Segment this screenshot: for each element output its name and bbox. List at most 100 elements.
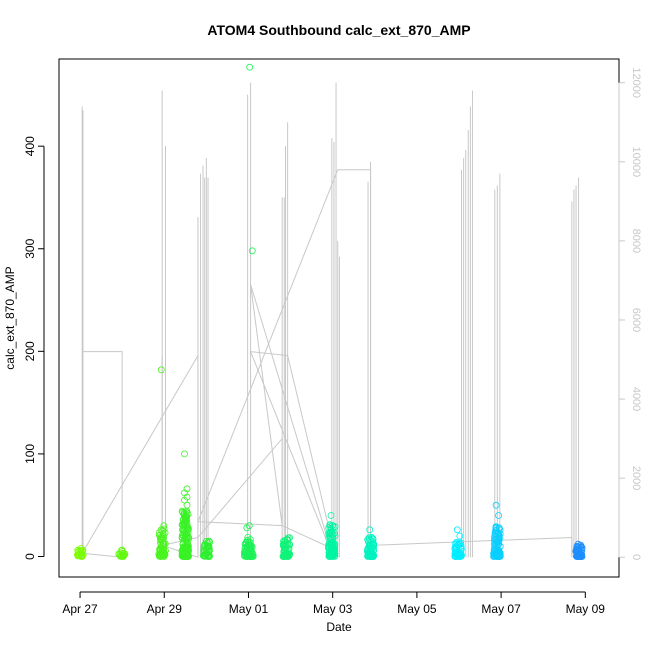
data-point	[369, 552, 377, 560]
x-tick-label: May 05	[397, 602, 437, 616]
data-point	[243, 553, 251, 560]
data-point	[329, 553, 337, 560]
data-point	[283, 536, 291, 544]
data-point	[492, 523, 500, 531]
data-point	[491, 534, 499, 542]
data-point	[184, 551, 192, 559]
data-point	[160, 525, 168, 533]
data-point	[369, 550, 377, 558]
axes: Apr 27 Apr 29 May 01 May 03 May 05 May 07 May …	[23, 67, 642, 615]
data-point-outlier	[456, 532, 464, 540]
data-point	[369, 541, 377, 549]
data-point	[491, 530, 499, 537]
data-point	[249, 550, 257, 558]
y2-tick-label: 12000	[630, 67, 642, 98]
data-point	[326, 533, 334, 540]
data-point-outlier	[492, 501, 500, 509]
data-point	[286, 534, 293, 542]
data-point	[200, 551, 208, 559]
y2-tick-label: 2000	[630, 466, 642, 490]
data-point	[120, 550, 128, 557]
data-point	[184, 553, 192, 560]
x-axis-label: Date	[326, 620, 352, 634]
data-point	[368, 552, 376, 559]
data-point-outlier	[248, 247, 256, 255]
data-point	[325, 524, 333, 532]
data-point	[77, 553, 85, 560]
x-tick-label: May 03	[313, 602, 353, 616]
y-tick-label: 200	[23, 341, 37, 361]
x-tick-label: May 01	[229, 602, 269, 616]
data-point	[180, 525, 188, 533]
data-point-outlier	[157, 366, 165, 374]
data-point-outlier	[327, 512, 335, 519]
data-point-outlier	[245, 522, 253, 530]
data-point	[496, 550, 504, 558]
data-point-outlier	[246, 63, 254, 71]
data-point	[77, 552, 85, 559]
data-point	[368, 533, 375, 541]
data-point	[330, 549, 338, 557]
data-point	[182, 517, 190, 525]
y2-tick-label: 0	[630, 554, 642, 560]
data-point	[157, 535, 165, 542]
data-point	[206, 547, 213, 555]
data-point	[490, 553, 498, 560]
data-point	[184, 535, 191, 542]
data-point	[248, 553, 256, 560]
data-point	[159, 526, 167, 534]
data-point	[285, 545, 293, 552]
data-point-outlier	[160, 522, 168, 530]
y-axis-label: calc_ext_870_AMP	[3, 266, 17, 369]
data-point-outlier	[181, 450, 188, 458]
secondary-series-line	[81, 169, 573, 558]
y2-tick-label: 8000	[630, 229, 642, 253]
data-point	[280, 537, 287, 545]
y2-tick-label: 6000	[630, 308, 642, 332]
y2-tick-label: 10000	[630, 147, 642, 178]
data-point-outlier	[183, 501, 191, 509]
data-point	[180, 509, 188, 517]
y-tick-label: 300	[23, 238, 37, 258]
x-tick-label: May 09	[566, 602, 606, 616]
data-point	[184, 510, 192, 518]
data-point	[455, 539, 463, 547]
data-point	[457, 552, 465, 560]
data-point	[161, 551, 169, 559]
data-point	[282, 551, 290, 559]
data-point	[116, 551, 124, 559]
data-point	[160, 541, 167, 548]
data-point	[326, 535, 334, 543]
data-point	[284, 541, 292, 548]
data-point	[181, 518, 189, 526]
data-point	[369, 536, 377, 543]
data-point	[575, 546, 583, 553]
data-point	[575, 543, 582, 551]
y-tick-label: 400	[23, 136, 37, 156]
data-point-outlier	[453, 526, 461, 534]
data-point	[330, 545, 338, 553]
data-point	[326, 552, 334, 560]
data-point	[491, 551, 499, 559]
chart-title: ATOM4 Southbound calc_ext_870_AMP	[207, 22, 470, 38]
data-point	[180, 549, 188, 557]
data-point	[331, 523, 339, 531]
data-point	[115, 550, 123, 558]
data-point-outlier	[577, 541, 585, 549]
data-point	[327, 536, 335, 544]
data-point	[492, 538, 500, 546]
x-tick-label: Apr 29	[147, 602, 183, 616]
data-point	[178, 526, 186, 534]
data-point-outlier	[243, 524, 251, 532]
data-point-outlier	[495, 512, 503, 519]
data-point	[492, 530, 500, 538]
data-point-outlier	[366, 526, 374, 534]
data-point	[205, 537, 213, 545]
x-tick-label: May 07	[481, 602, 521, 616]
y-tick-label: 0	[23, 553, 37, 560]
data-point	[161, 529, 169, 537]
data-point	[492, 526, 500, 534]
plot-area	[74, 63, 586, 560]
data-point	[577, 551, 584, 558]
